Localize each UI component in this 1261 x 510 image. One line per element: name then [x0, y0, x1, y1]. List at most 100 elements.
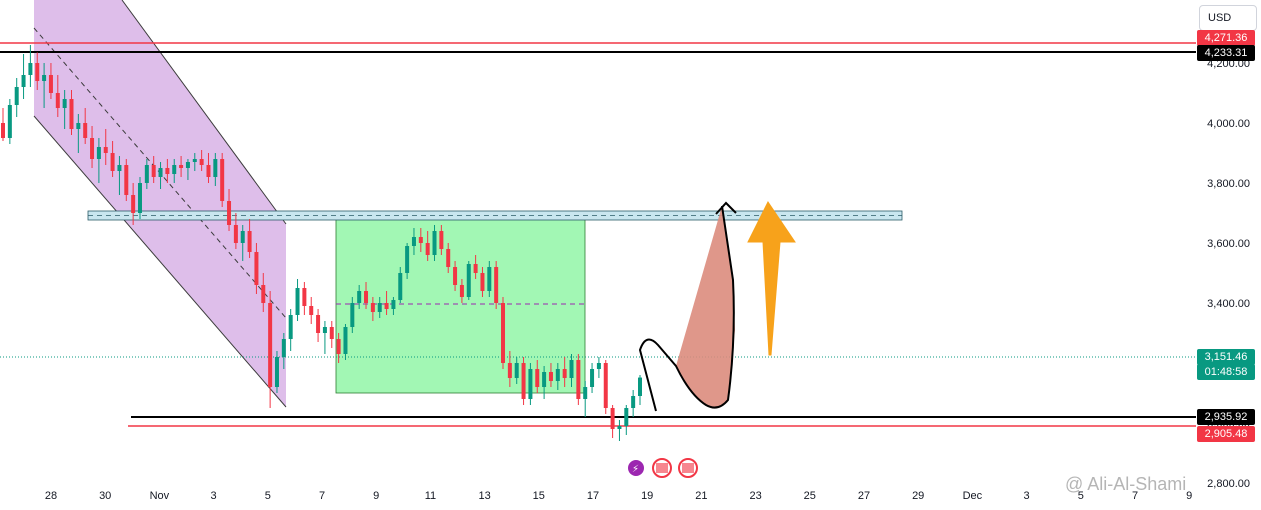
y-tick-label: 2,800.00 — [1207, 478, 1250, 490]
candle-body — [432, 231, 437, 255]
candle-body — [42, 75, 47, 81]
y-tick-label: 4,000.00 — [1207, 118, 1250, 130]
candle-body — [466, 264, 471, 297]
candle-body — [576, 360, 581, 399]
candle-body — [206, 165, 211, 177]
x-tick-label: 19 — [641, 490, 653, 502]
candle-body — [624, 408, 629, 426]
candle-body — [542, 372, 547, 387]
candle-body — [610, 408, 615, 429]
x-tick-label: 11 — [425, 490, 436, 502]
candle-body — [487, 267, 492, 291]
x-tick-label: 27 — [858, 490, 870, 502]
candle-body — [405, 246, 410, 273]
candle-body — [295, 288, 300, 315]
channel-upper-line — [121, 0, 287, 225]
candle-body — [377, 303, 382, 312]
candle-body — [425, 243, 430, 255]
candle-body — [28, 63, 33, 75]
lightning-icon — [628, 460, 644, 476]
candle-body — [21, 75, 26, 87]
candle-body — [131, 195, 136, 213]
candle-body — [418, 237, 423, 243]
candle-body — [596, 363, 601, 369]
candle-body — [357, 291, 362, 303]
x-tick-label: 13 — [478, 490, 490, 502]
candle-body — [76, 123, 81, 129]
candle-body — [124, 165, 129, 195]
candle-body — [227, 201, 232, 225]
candle-body — [391, 300, 396, 309]
currency-selector[interactable]: USD — [1199, 5, 1257, 31]
projection-fill — [656, 206, 735, 411]
candle-body — [583, 387, 588, 399]
candle-body — [220, 159, 225, 201]
candle-body — [151, 165, 156, 177]
descending-channel — [34, 0, 286, 407]
x-tick-label: Dec — [963, 490, 983, 502]
x-tick-label: 3 — [1024, 490, 1030, 502]
candle-body — [117, 165, 122, 171]
candle-body — [535, 369, 540, 387]
candle-body — [398, 273, 403, 300]
candle-body — [343, 327, 348, 354]
candle-body — [247, 231, 252, 252]
candle-body — [137, 183, 142, 213]
candle-body — [521, 363, 526, 399]
x-tick-label: 23 — [749, 490, 761, 502]
x-tick-label: 30 — [99, 490, 111, 502]
candle-body — [103, 147, 108, 153]
candles-layer — [1, 45, 642, 441]
x-tick-label: 9 — [373, 490, 379, 502]
x-tick-label: 17 — [587, 490, 599, 502]
candle-body — [69, 99, 74, 129]
event-icons[interactable]: ⚡ — [628, 458, 698, 478]
candle-body — [185, 162, 190, 168]
candle-body — [274, 357, 279, 387]
candle-body — [62, 99, 67, 108]
candle-body — [453, 267, 458, 285]
candle-body — [172, 165, 177, 174]
candle-body — [322, 327, 327, 333]
countdown-tag: 01:48:58 — [1197, 364, 1255, 380]
candle-body — [501, 303, 506, 363]
y-tick-label: 4,200.00 — [1207, 58, 1250, 70]
target-arrow — [747, 201, 796, 356]
candle-body — [1, 123, 5, 138]
projection-path — [639, 205, 735, 412]
x-tick-label: 5 — [1078, 490, 1084, 502]
x-tick-label: 29 — [912, 490, 924, 502]
svg-text:⚡: ⚡ — [632, 464, 639, 475]
candle-body — [384, 303, 389, 309]
candle-body — [603, 363, 608, 408]
candle-body — [179, 165, 184, 168]
candle-body — [617, 426, 622, 429]
price-tag-lower-black: 2,935.92 — [1197, 409, 1255, 425]
candle-body — [254, 252, 259, 285]
projection-arrow-head — [715, 201, 737, 215]
candle-body — [55, 93, 60, 108]
candle-body — [548, 372, 553, 381]
y-tick-label: 3,800.00 — [1207, 178, 1250, 190]
candle-body — [569, 360, 574, 378]
candle-body — [96, 147, 101, 159]
x-tick-label: 21 — [695, 490, 707, 502]
candle-body — [268, 303, 273, 387]
candle-body — [83, 123, 88, 138]
price-tag-current: 3,151.46 — [1197, 349, 1255, 365]
candle-body — [439, 231, 444, 249]
candle-body — [158, 168, 163, 177]
candle-body — [281, 339, 286, 357]
x-axis: 28 30 Nov 3 5 7 9 11 13 15 17 19 21 23 25 27 29 Dec 3 5 7 9 — [45, 490, 1192, 502]
candle-body — [316, 315, 321, 333]
candle-body — [302, 288, 307, 306]
candle-body — [144, 165, 149, 183]
candle-body — [165, 168, 170, 174]
candle-body — [528, 369, 533, 399]
candle-body — [233, 225, 238, 243]
y-tick-label: 3,400.00 — [1207, 298, 1250, 310]
candle-body — [555, 369, 560, 381]
candle-body — [459, 285, 464, 297]
x-tick-label: Nov — [150, 490, 170, 502]
